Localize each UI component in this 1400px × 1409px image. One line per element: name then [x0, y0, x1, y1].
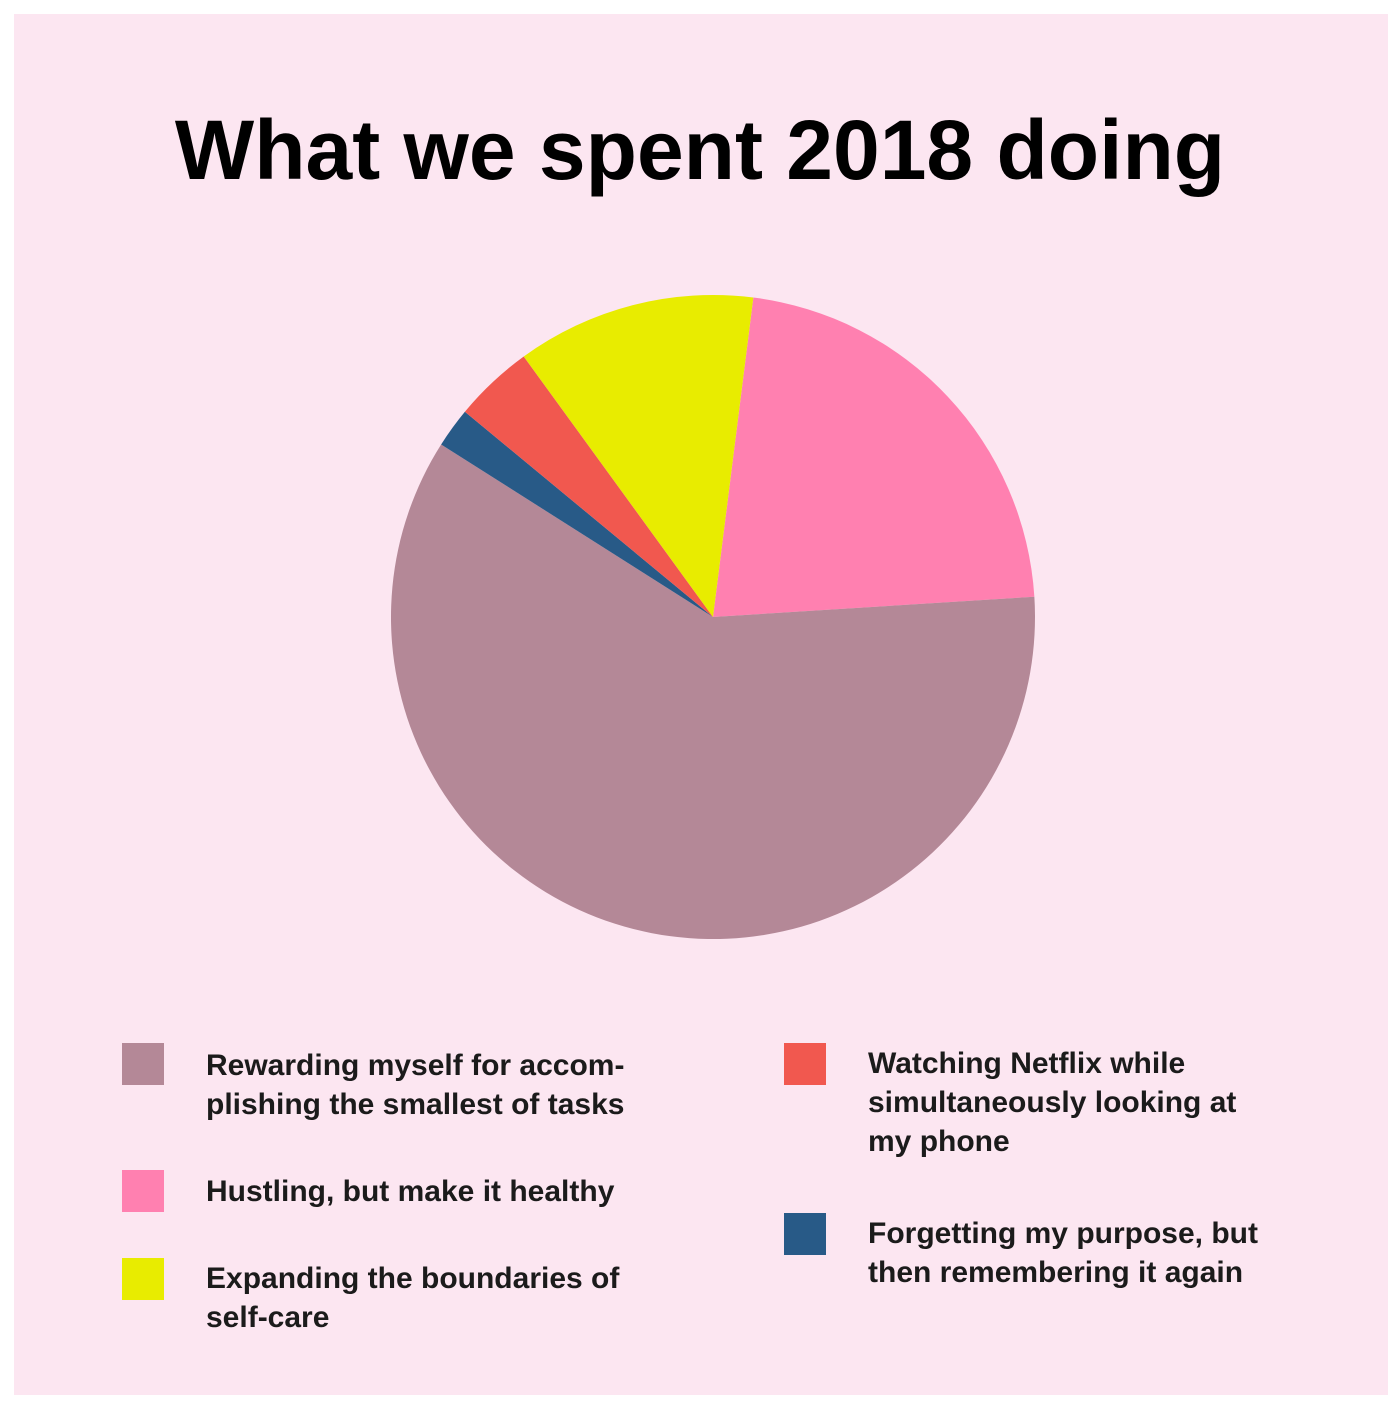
legend-swatch-netflix [784, 1043, 826, 1085]
legend-label-hustling: Hustling, but make it healthy [206, 1175, 615, 1208]
pie-slice-rewarding [390, 444, 1035, 940]
legend-label-rewarding: Rewarding myself for accom- plishing the… [206, 1049, 625, 1121]
pie-slice-forgetting [441, 411, 713, 617]
pie-slice-hustling [713, 297, 1035, 617]
pie-slice-netflix [464, 356, 713, 617]
legend-swatch-expanding [122, 1258, 164, 1300]
legend-swatch-hustling [122, 1170, 164, 1212]
legend-label-netflix: Watching Netflix while simultaneously lo… [868, 1047, 1237, 1158]
legend-label-expanding: Expanding the boundaries of self-care [206, 1262, 620, 1334]
legend-swatch-forgetting [784, 1213, 826, 1255]
pie-slice-expanding [523, 295, 754, 617]
legend-label-forgetting: Forgetting my purpose, but then remember… [868, 1217, 1258, 1289]
legend-swatch-rewarding [122, 1043, 164, 1085]
chart-title: What we spent 2018 doing [174, 103, 1226, 197]
